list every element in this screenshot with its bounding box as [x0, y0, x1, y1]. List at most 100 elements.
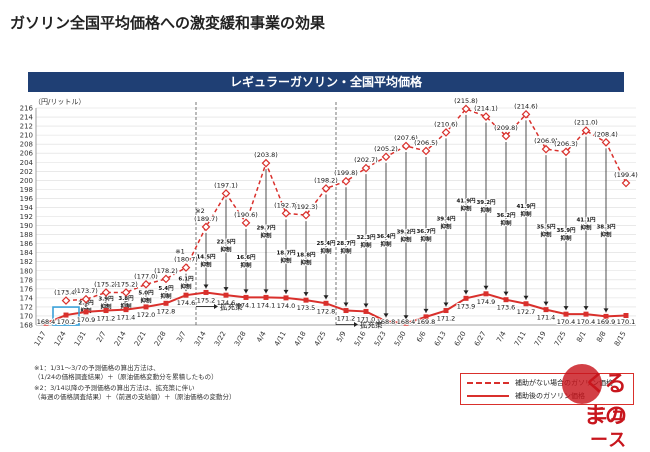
point-subsidized	[383, 318, 389, 324]
y-tick-label: 186	[20, 240, 34, 248]
y-tick-label: 170	[20, 312, 33, 320]
y-tick-label: 192	[20, 213, 33, 221]
x-tick-label: 7/11	[513, 330, 528, 348]
y-tick-label: 202	[20, 168, 33, 176]
x-tick-label: 6/6	[415, 330, 428, 344]
data-label-no-subsidy: (175.2)	[114, 280, 138, 288]
data-label-subsidized: 171.0	[357, 315, 376, 323]
subsidy-amount-label: 14.5円	[196, 254, 216, 261]
subsidy-arrow-head	[203, 284, 209, 289]
data-label-subsidized: 169.8	[417, 318, 436, 326]
subsidy-amount-label: 18.8円	[296, 252, 316, 259]
y-tick-label: 176	[20, 285, 34, 293]
data-label-no-subsidy: (199.4)	[614, 171, 638, 179]
point-no-subsidy	[581, 126, 591, 135]
point-subsidized	[183, 292, 189, 298]
subsidy-amount-label: 28.7円	[336, 240, 356, 247]
y-axis-title: （円/リットル）	[34, 98, 85, 106]
point-subsidized	[123, 307, 129, 313]
x-tick-label: 5/30	[393, 330, 408, 348]
x-tick-label: 4/25	[313, 330, 328, 348]
subsidy-amount-label: 36.2円	[496, 212, 516, 219]
subsidy-arrow-head	[103, 302, 109, 307]
subsidy-tag-label: 抑制	[540, 230, 552, 238]
data-label-subsidized: 170.4	[577, 318, 596, 326]
annotation-arrow-head	[214, 303, 218, 309]
point-subsidized	[43, 320, 49, 326]
annotation-arrow-head	[354, 322, 358, 328]
data-label-no-subsidy: (214.1)	[474, 105, 498, 113]
point-subsidized	[103, 308, 109, 314]
subsidy-tag-label: 抑制	[260, 231, 272, 239]
point-subsidized	[323, 300, 329, 306]
subsidy-tag-label: 抑制	[440, 222, 452, 230]
subsidy-arrow-head	[363, 303, 369, 308]
legend-dashed-swatch	[467, 382, 509, 384]
x-tick-label: 1/31	[73, 330, 88, 348]
data-label-no-subsidy: (175.2)	[94, 280, 118, 288]
y-tick-label: 210	[20, 132, 33, 140]
subsidy-amount-label: 22.5円	[216, 238, 236, 245]
subsidy-arrow-head	[523, 295, 529, 300]
x-tick-label: 8/8	[595, 330, 608, 344]
subsidy-arrow-head	[423, 308, 429, 313]
point-subsidized	[403, 320, 409, 326]
subsidy-amount-label: 39.4円	[436, 215, 456, 222]
data-label-no-subsidy: (206.5)	[414, 139, 438, 147]
point-subsidized	[423, 314, 429, 320]
point-no-subsidy	[281, 208, 291, 218]
data-label-no-subsidy: (189.7)	[194, 215, 218, 223]
point-subsidized	[463, 295, 469, 301]
subsidy-tag-label: 抑制	[200, 261, 212, 269]
data-label-subsidized: 173.5	[297, 304, 316, 312]
subsidy-arrow-head	[483, 285, 489, 290]
data-label-subsidized: 173.6	[497, 304, 516, 312]
subsidy-amount-label: 35.5円	[536, 223, 556, 230]
y-tick-label: 198	[20, 186, 33, 194]
point-subsidized	[143, 304, 149, 310]
point-subsidized	[263, 294, 269, 300]
point-no-subsidy	[121, 288, 131, 297]
subsidy-tag-label: 抑制	[180, 282, 192, 290]
point-subsidized	[203, 289, 209, 295]
data-label-no-subsidy: (180.7)	[174, 256, 198, 264]
data-label-no-subsidy: (214.6)	[514, 102, 538, 110]
data-label-subsidized: 171.2	[337, 315, 356, 323]
x-tick-label: 6/13	[433, 330, 448, 348]
subsidy-amount-label: 3.9円	[98, 295, 114, 302]
footnote-2b: （毎週の価格調査結果）＋（前週の支給額）＋（原油価格の変動分）	[34, 393, 236, 401]
point-subsidized	[283, 295, 289, 301]
y-tick-label: 208	[20, 141, 33, 149]
data-label-subsidized: 170.2	[57, 318, 76, 326]
data-label-subsidized: 170.1	[617, 318, 636, 326]
subsidy-tag-label: 抑制	[500, 219, 512, 227]
data-label-no-subsidy: (198.2)	[314, 176, 338, 184]
annotation-label: 拡充策	[220, 301, 243, 311]
page-title: ガソリン全国平均価格への激変緩和事業の効果	[10, 14, 326, 32]
subsidy-amount-label: 5.4円	[158, 285, 174, 292]
subsidy-arrow-head	[583, 306, 589, 311]
x-tick-label: 4/18	[293, 330, 308, 348]
data-label-no-subsidy: (215.8)	[454, 97, 478, 105]
subsidy-amount-label: 41.1円	[576, 216, 596, 223]
y-tick-label: 216	[20, 105, 34, 113]
watermark-circle	[562, 364, 602, 404]
subsidy-amount-label: 5.0円	[138, 290, 154, 297]
footnote-1b: （1/24の価格調査結果）＋（原油価格変動分を累積したもの）	[34, 373, 218, 381]
data-label-no-subsidy: (206.9)	[534, 137, 558, 145]
point-subsidized	[583, 311, 589, 317]
note-mark: ※2	[195, 207, 205, 215]
point-subsidized	[503, 297, 509, 303]
subsidy-arrow-head	[263, 289, 269, 294]
subsidy-tag-label: 抑制	[320, 247, 332, 255]
fuel-price-chart: 1681701721741761781801821841861881901921…	[20, 96, 639, 348]
subsidy-arrow-head	[323, 295, 329, 300]
subsidy-amount-label: 25.4円	[316, 240, 336, 247]
watermark-logo: くるまの ニュース	[560, 360, 646, 451]
y-tick-label: 190	[20, 222, 33, 230]
x-tick-label: 5/9	[335, 330, 348, 344]
data-label-no-subsidy: (197.1)	[214, 181, 238, 189]
data-label-subsidized: 172.0	[137, 311, 156, 319]
data-label-no-subsidy: (190.6)	[234, 211, 258, 219]
x-tick-label: 1/24	[53, 330, 68, 348]
